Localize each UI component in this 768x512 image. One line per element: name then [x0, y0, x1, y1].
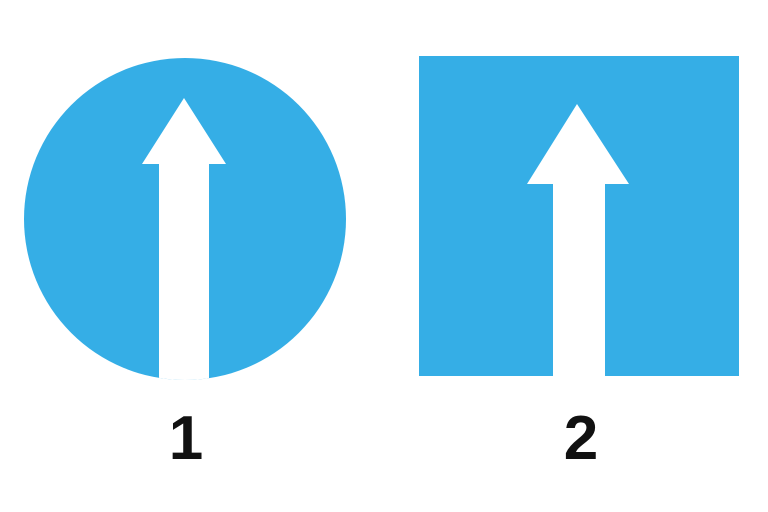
sign-number-2: 2 [563, 404, 599, 473]
round-sign [22, 56, 348, 382]
straight-ahead-arrow-icon [142, 98, 226, 380]
straight-ahead-arrow-icon [527, 104, 629, 376]
sign-number-1: 1 [168, 404, 204, 473]
square-sign [419, 56, 739, 376]
square-sign-graphic [419, 56, 739, 376]
round-sign-graphic [24, 58, 346, 380]
